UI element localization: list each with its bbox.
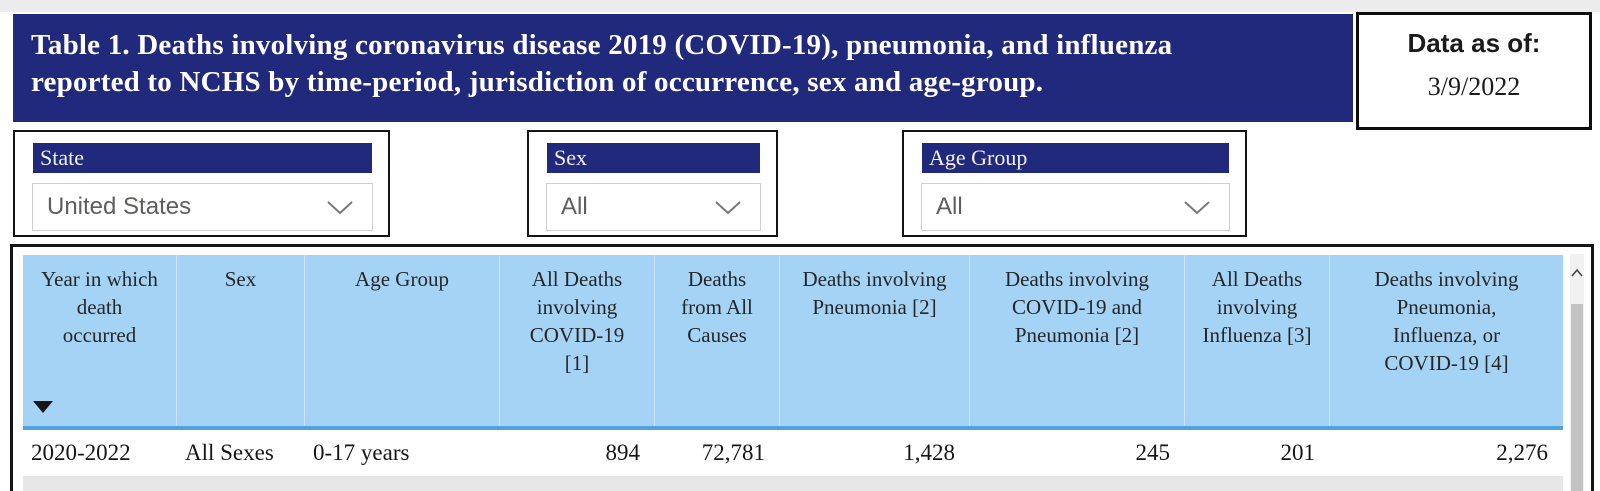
- cell-pneumonia-influenza-covid: 2,276: [1496, 439, 1548, 465]
- column-header-covid-and-pneumonia[interactable]: Deaths involving COVID-19 and Pneumonia …: [970, 255, 1185, 426]
- data-as-of-date: 3/9/2022: [1427, 72, 1521, 101]
- table-header-row: Year in which death occurred Sex Age Gro…: [23, 255, 1563, 430]
- report-title: Table 1. Deaths involving coronavirus di…: [31, 29, 1173, 98]
- column-header-pneumonia[interactable]: Deaths involving Pneumonia [2]: [780, 255, 970, 426]
- filter-group-sex: Sex All: [527, 130, 778, 237]
- chevron-down-icon: [326, 200, 354, 215]
- filter-label-state: State: [33, 143, 372, 173]
- filter-label-sex: Sex: [547, 143, 760, 173]
- table-row[interactable]: 2020-2022 All Sexes 0-17 years 894 72,78…: [23, 430, 1563, 475]
- column-header-pneumonia-influenza-covid[interactable]: Deaths involving Pneumonia, Influenza, o…: [1374, 267, 1519, 375]
- column-header-sex[interactable]: Sex: [177, 255, 305, 426]
- filter-label-age-group: Age Group: [922, 143, 1229, 173]
- filter-group-age: Age Group All: [902, 130, 1247, 237]
- cell-pneumonia: 1,428: [903, 439, 955, 465]
- cell-covid-deaths: 894: [605, 439, 641, 465]
- sort-descending-icon: [33, 401, 53, 413]
- column-header-all-causes[interactable]: Deaths from All Causes: [655, 255, 780, 426]
- vertical-scrollbar[interactable]: [1570, 254, 1584, 491]
- column-header-year[interactable]: Year in which death occurred: [23, 255, 177, 426]
- data-as-of-label: Data as of:: [1407, 28, 1541, 58]
- cell-influenza: 201: [1280, 439, 1316, 465]
- age-group-dropdown-value: All: [936, 193, 963, 220]
- sex-dropdown[interactable]: All: [546, 183, 761, 231]
- age-group-dropdown[interactable]: All: [921, 183, 1230, 231]
- deaths-table: Year in which death occurred Sex Age Gro…: [10, 244, 1594, 491]
- column-header-age-group[interactable]: Age Group: [305, 255, 500, 426]
- state-dropdown-value: United States: [47, 193, 192, 220]
- state-dropdown[interactable]: United States: [32, 183, 373, 231]
- sex-dropdown-value: All: [561, 193, 588, 220]
- filter-group-state: State United States: [13, 130, 390, 237]
- chevron-down-icon: [1183, 200, 1211, 215]
- scrollbar-thumb[interactable]: [1571, 304, 1583, 491]
- cell-all-causes: 72,781: [701, 439, 765, 465]
- page-top-strip: [0, 0, 1600, 12]
- table-row-partial[interactable]: [23, 476, 1563, 491]
- column-header-covid-deaths[interactable]: All Deaths involving COVID-19 [1]: [500, 255, 655, 426]
- cell-year: 2020-2022: [31, 439, 131, 465]
- scroll-up-icon[interactable]: [1571, 264, 1583, 282]
- cell-age-group: 0-17 years: [313, 439, 410, 465]
- column-header-influenza[interactable]: All Deaths involving Influenza [3]: [1185, 255, 1330, 426]
- data-as-of-box: Data as of: 3/9/2022: [1356, 12, 1592, 130]
- report-title-banner: Table 1. Deaths involving coronavirus di…: [13, 14, 1353, 122]
- cell-covid-and-pneumonia: 245: [1135, 439, 1171, 465]
- cell-sex: All Sexes: [185, 439, 274, 465]
- chevron-down-icon: [714, 200, 742, 215]
